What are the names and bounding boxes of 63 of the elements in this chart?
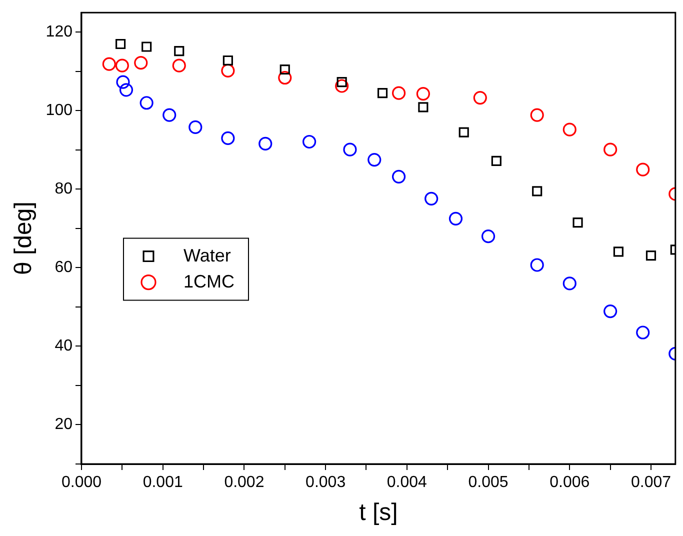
point bbox=[613, 246, 624, 257]
point bbox=[646, 250, 656, 261]
point bbox=[115, 58, 129, 72]
legend-label: 1CMC bbox=[183, 271, 235, 292]
point bbox=[174, 46, 184, 56]
point bbox=[172, 58, 186, 72]
y-axis-title: θ [deg] bbox=[10, 202, 38, 276]
point bbox=[604, 142, 618, 156]
point bbox=[119, 83, 134, 97]
y-tick-label: 120 bbox=[46, 24, 73, 41]
x-tick-label: 0.007 bbox=[630, 474, 672, 492]
point bbox=[302, 134, 316, 149]
point bbox=[278, 70, 292, 85]
point bbox=[188, 120, 202, 134]
y-tick-label: 100 bbox=[46, 102, 73, 120]
point bbox=[392, 170, 406, 184]
point bbox=[343, 142, 357, 156]
point bbox=[392, 86, 406, 100]
point bbox=[604, 304, 618, 318]
point bbox=[562, 122, 576, 136]
y-tick-label: 20 bbox=[54, 416, 73, 434]
y-tick-label: 60 bbox=[54, 259, 73, 276]
x-tick-label: 0.000 bbox=[61, 474, 102, 492]
x-tick-label: 0.002 bbox=[224, 474, 264, 492]
point bbox=[458, 127, 469, 138]
point bbox=[134, 56, 148, 70]
point bbox=[222, 55, 233, 66]
point bbox=[473, 90, 487, 105]
point bbox=[335, 79, 349, 93]
x-tick-label: 0.003 bbox=[306, 474, 346, 492]
point bbox=[636, 162, 650, 176]
point bbox=[221, 64, 235, 78]
point bbox=[491, 156, 502, 166]
point bbox=[116, 75, 130, 89]
point bbox=[162, 108, 176, 122]
point bbox=[280, 64, 290, 75]
x-tick-label: 0.006 bbox=[550, 474, 590, 492]
point bbox=[142, 42, 152, 52]
point bbox=[481, 230, 496, 244]
point bbox=[636, 326, 650, 340]
y-tick-label: 40 bbox=[54, 338, 73, 355]
point bbox=[530, 108, 544, 122]
point bbox=[424, 192, 438, 206]
point bbox=[416, 87, 430, 101]
point bbox=[562, 276, 576, 290]
point bbox=[448, 212, 463, 226]
y-tick-label: 80 bbox=[54, 180, 73, 198]
point bbox=[377, 88, 388, 98]
point bbox=[368, 152, 382, 167]
point bbox=[530, 258, 544, 272]
point bbox=[102, 57, 116, 71]
x-tick-label: 0.004 bbox=[386, 474, 428, 492]
legend-label: Water bbox=[183, 245, 231, 266]
point bbox=[532, 186, 542, 196]
point bbox=[140, 96, 154, 110]
x-axis-title: t [s] bbox=[359, 499, 398, 526]
point bbox=[572, 218, 583, 228]
point bbox=[418, 102, 428, 112]
x-tick-label: 0.005 bbox=[468, 474, 508, 492]
point bbox=[258, 136, 272, 150]
x-tick-label: 0.001 bbox=[142, 474, 183, 492]
point bbox=[221, 131, 235, 146]
point bbox=[116, 38, 126, 50]
